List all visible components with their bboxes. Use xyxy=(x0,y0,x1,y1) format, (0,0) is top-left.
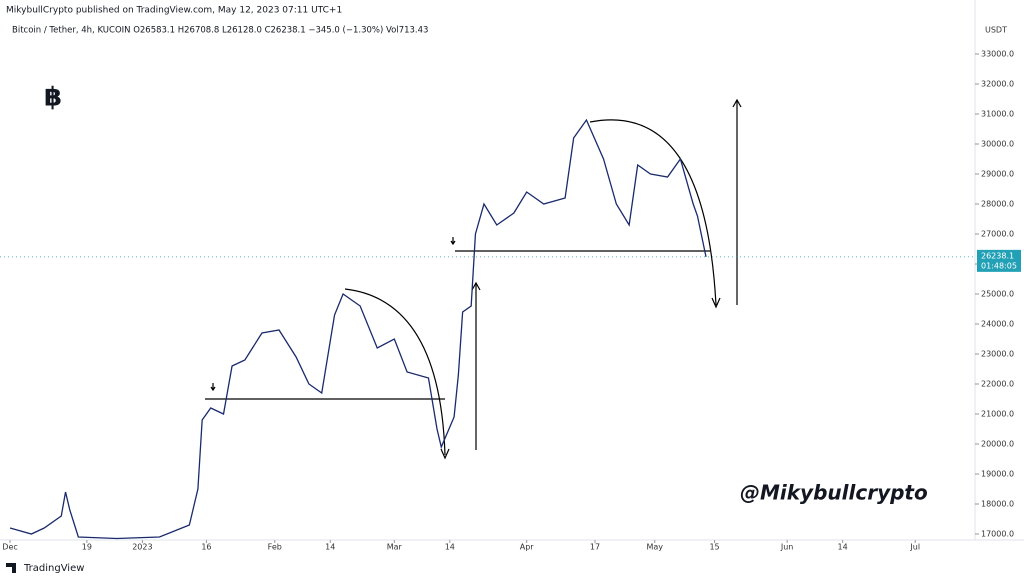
y-tick-label: 24000.0 xyxy=(981,320,1014,329)
x-tick-label: 14 xyxy=(838,543,848,552)
x-tick-label: 19 xyxy=(82,543,92,552)
x-tick-label: May xyxy=(646,543,663,552)
y-tick-label: 20000.0 xyxy=(981,440,1014,449)
x-tick-label: Apr xyxy=(520,543,535,552)
x-tick-label: 2023 xyxy=(132,543,152,552)
y-tick-label: 25000.0 xyxy=(981,290,1014,299)
y-tick-label: 17000.0 xyxy=(981,530,1014,539)
x-tick-label: Jul xyxy=(909,543,920,552)
watermark: @Mikybullcrypto xyxy=(740,481,928,505)
price-label-box xyxy=(977,249,1021,272)
x-tick-label: 16 xyxy=(201,543,211,552)
symbol-info: Bitcoin / Tether, 4h, KUCOIN O26583.1 H2… xyxy=(12,26,428,36)
y-tick-label: 23000.0 xyxy=(981,350,1014,359)
price-line xyxy=(9,118,707,540)
btc-symbol: ฿ xyxy=(44,83,62,113)
footer: TradingView xyxy=(23,563,84,574)
x-tick-label: 14 xyxy=(445,543,455,552)
last-price-label: 26238.1 xyxy=(981,251,1014,260)
y-tick-label: 22000.0 xyxy=(981,380,1014,389)
y-tick-label: 21000.0 xyxy=(981,410,1014,419)
y-tick-label: 30000.0 xyxy=(981,140,1014,149)
y-tick-label: 32000.0 xyxy=(981,80,1014,89)
x-tick-label: Jun xyxy=(780,543,794,552)
x-tick-label: 14 xyxy=(325,543,335,552)
logo xyxy=(6,563,16,573)
y-tick-label: 18000.0 xyxy=(981,500,1014,509)
y-tick-label: 28000.0 xyxy=(981,200,1014,209)
y-tick-label: 31000.0 xyxy=(981,110,1014,119)
publisher: MikybullCrypto published on TradingView.… xyxy=(6,6,342,16)
drawings xyxy=(205,98,742,460)
countdown: 01:48:05 xyxy=(981,261,1017,270)
unit: USDT xyxy=(985,26,1007,35)
y-tick-label: 29000.0 xyxy=(981,170,1014,179)
y-tick-label: 33000.0 xyxy=(981,50,1014,59)
x-tick-label: 15 xyxy=(709,543,719,552)
y-tick-label: 27000.0 xyxy=(981,230,1014,239)
y-tick-label: 19000.0 xyxy=(981,470,1014,479)
x-tick-label: Dec xyxy=(2,543,17,552)
x-tick-label: Feb xyxy=(268,543,282,552)
x-tick-label: Mar xyxy=(387,543,403,552)
x-tick-label: 17 xyxy=(590,543,600,552)
